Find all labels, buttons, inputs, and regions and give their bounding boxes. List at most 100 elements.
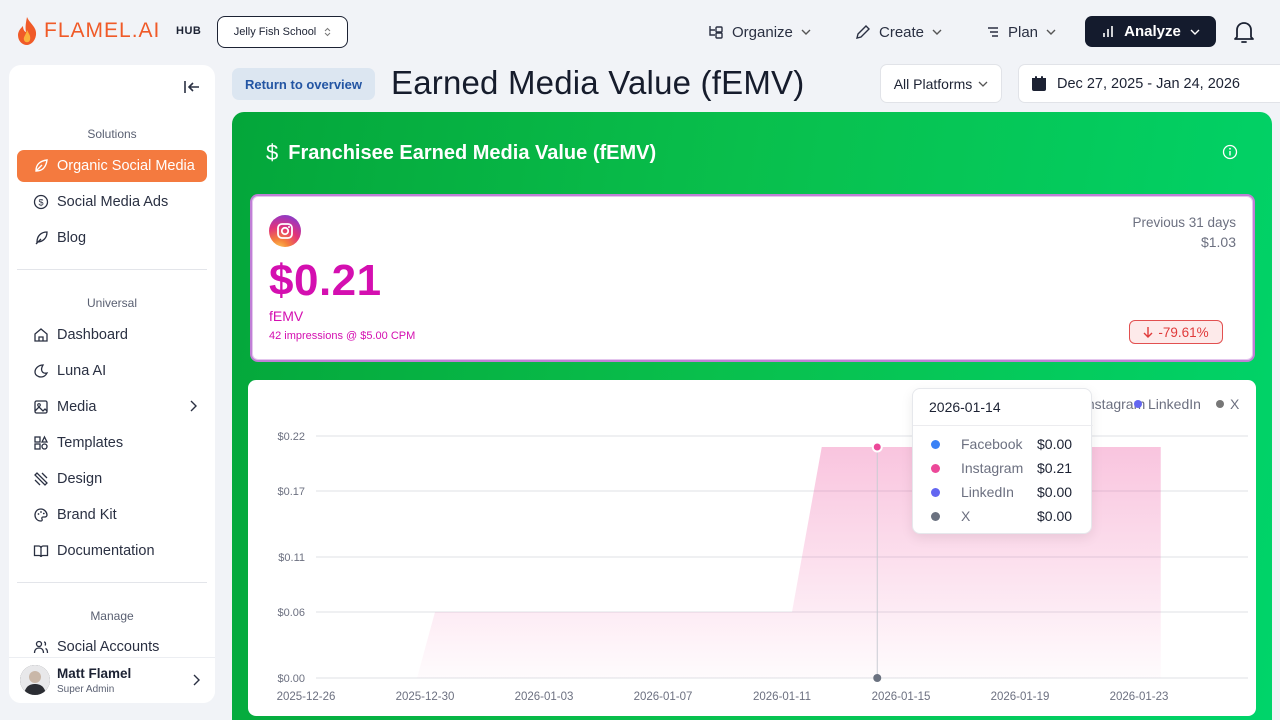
legend-item-linkedin-label: LinkedIn — [1148, 396, 1201, 412]
x-tick-label: 2026-01-11 — [753, 691, 811, 703]
legend-item-x-label: X — [1230, 396, 1240, 412]
nav-create[interactable]: Create — [855, 16, 942, 48]
hover-point-x — [873, 674, 882, 682]
legend-dot — [1134, 400, 1142, 408]
sidebar-item-label: Dashboard — [57, 327, 128, 343]
logo[interactable]: FLAMEL.AI — [16, 16, 160, 46]
nav-organize[interactable]: Organize — [708, 16, 811, 48]
tooltip-row-facebook: Facebook $0.00 — [913, 434, 1093, 454]
tooltip-date: 2026-01-14 — [929, 399, 1001, 415]
tooltip-dot — [931, 512, 940, 521]
x-tick-label: 2025-12-26 — [277, 691, 336, 703]
calendar-icon — [1032, 76, 1046, 91]
moon-icon — [34, 364, 49, 378]
top-bar: FLAMEL.AI HUB Jelly Fish School Organize… — [0, 0, 1280, 64]
list-icon — [988, 27, 998, 37]
sidebar-item-design[interactable]: Design — [17, 463, 207, 495]
sidebar-item-social-accounts[interactable]: Social Accounts — [17, 631, 207, 663]
design-tools-icon — [34, 472, 48, 486]
return-to-overview-button[interactable]: Return to overview — [232, 68, 375, 100]
user-name: Matt Flamel — [57, 666, 132, 681]
nav-analyze[interactable]: Analyze — [1085, 16, 1216, 47]
sidebar-item-luna-ai[interactable]: Luna AI — [17, 355, 207, 387]
sidebar-item-templates[interactable]: Templates — [17, 427, 207, 459]
y-tick-label: $0.11 — [278, 552, 305, 564]
avatar-image — [20, 665, 50, 695]
sidebar-item-media[interactable]: Media — [17, 391, 207, 423]
tooltip-series-value: $0.00 — [1037, 508, 1073, 524]
dollar-icon: $ — [266, 140, 279, 165]
section-title-solutions: Solutions — [87, 127, 137, 141]
logo-text: FLAMEL.AI — [44, 19, 161, 42]
chevron-right-icon — [193, 674, 200, 686]
avatar — [20, 665, 50, 695]
feather-icon — [35, 231, 48, 245]
x-tick-label: 2025-12-30 — [396, 691, 455, 703]
date-range-label: Dec 27, 2025 - Jan 24, 2026 — [1057, 75, 1240, 92]
x-tick-label: 2026-01-03 — [515, 691, 574, 703]
legend-item-x[interactable]: X — [1216, 396, 1239, 412]
tooltip-divider — [913, 425, 1093, 426]
femv-label: fEMV — [269, 308, 304, 324]
hub-label: HUB — [176, 25, 202, 37]
impressions-summary: 42 impressions @ $5.00 CPM — [269, 330, 416, 342]
sidebar-divider — [17, 269, 207, 270]
users-icon — [33, 640, 49, 654]
sidebar-item-label: Documentation — [57, 543, 155, 559]
pencil-icon — [856, 25, 870, 39]
area-chart[interactable]: $0.22 $0.17 $0.11 $0.06 $0.00 2025-12-26 2025-… — [248, 380, 1256, 716]
school-selector[interactable]: Jelly Fish School — [217, 16, 348, 48]
nav-analyze-label: Analyze — [1124, 23, 1181, 40]
date-range-picker[interactable]: Dec 27, 2025 - Jan 24, 2026 — [1018, 64, 1280, 103]
platform-metric-card[interactable]: $0.21 fEMV 42 impressions @ $5.00 CPM Pr… — [250, 194, 1255, 362]
palette-icon — [34, 508, 48, 522]
sidebar-item-documentation[interactable]: Documentation — [17, 535, 207, 567]
user-profile[interactable]: Matt Flamel Super Admin — [9, 657, 215, 703]
book-icon — [33, 545, 49, 558]
tooltip-dot — [931, 440, 940, 449]
sidebar-item-social-media-ads[interactable]: $ Social Media Ads — [17, 186, 207, 218]
sidebar-item-label: Templates — [57, 435, 124, 451]
femv-chart[interactable]: $0.22 $0.17 $0.11 $0.06 $0.00 2025-12-26 2025-… — [248, 380, 1256, 716]
sidebar-item-label: Brand Kit — [57, 507, 117, 523]
sidebar-item-label: Social Accounts — [57, 639, 160, 655]
sidebar-divider — [17, 582, 207, 583]
platform-filter-select[interactable]: All Platforms — [880, 64, 1002, 103]
user-role: Super Admin — [57, 684, 115, 695]
sidebar-item-label: Media — [57, 399, 97, 415]
sidebar-item-organic-social-media[interactable]: Organic Social Media — [17, 150, 207, 182]
x-tick-label: 2026-01-19 — [991, 691, 1050, 703]
change-value: -79.61% — [1158, 324, 1209, 340]
sidebar-item-dashboard[interactable]: Dashboard — [17, 319, 207, 351]
sidebar-item-label: Blog — [57, 230, 87, 246]
legend-item-linkedin[interactable]: LinkedIn — [1134, 396, 1201, 412]
home-icon — [34, 328, 48, 342]
x-tick-label: 2026-01-23 — [1110, 691, 1169, 703]
page-title: Earned Media Value (fEMV) — [391, 64, 805, 101]
femv-panel: $ Franchisee Earned Media Value (fEMV) $… — [232, 112, 1272, 720]
sidebar-item-label: Social Media Ads — [57, 194, 169, 210]
previous-period-label: Previous 31 days — [1132, 215, 1236, 230]
nav-organize-label: Organize — [732, 23, 793, 41]
y-tick-label: $0.06 — [277, 607, 305, 619]
tooltip-series-name: X — [961, 508, 971, 524]
nav-plan[interactable]: Plan — [986, 16, 1056, 48]
tooltip-row-instagram: Instagram $0.21 — [913, 458, 1093, 478]
svg-text:$: $ — [38, 198, 43, 208]
tooltip-series-name: LinkedIn — [961, 484, 1014, 500]
sidebar-item-brand-kit[interactable]: Brand Kit — [17, 499, 207, 531]
legend-item-instagram[interactable]: Instagram — [1083, 396, 1145, 412]
platform-filter-label: All Platforms — [893, 75, 973, 92]
nav-plan-label: Plan — [1008, 23, 1039, 41]
sidebar-item-blog[interactable]: Blog — [17, 222, 207, 254]
nav-create-label: Create — [879, 23, 925, 41]
section-title-manage: Manage — [90, 609, 134, 623]
tooltip-series-value: $0.00 — [1037, 484, 1073, 500]
flame-icon — [18, 17, 37, 45]
info-icon[interactable] — [1222, 144, 1238, 160]
legend-dot — [1216, 400, 1224, 408]
collapse-sidebar-icon[interactable] — [183, 79, 201, 95]
previous-period-value: $1.03 — [1200, 234, 1236, 250]
tooltip-dot — [931, 488, 940, 497]
bell-icon[interactable] — [1232, 19, 1256, 45]
